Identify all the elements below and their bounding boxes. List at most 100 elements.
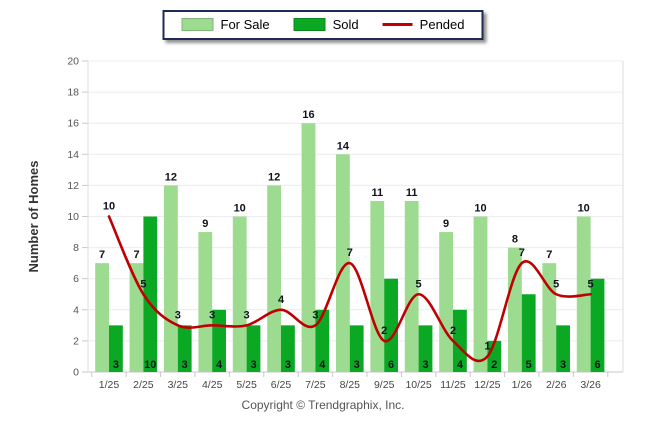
pended-value-label: 7	[347, 247, 353, 259]
for-sale-value-label: 16	[302, 109, 314, 121]
chart-legend: For Sale Sold Pended	[162, 10, 484, 40]
sold-value-label: 3	[113, 359, 119, 371]
bar-for-sale	[95, 263, 109, 372]
bar-for-sale	[164, 185, 178, 372]
pended-value-label: 3	[244, 309, 250, 321]
bar-sold	[521, 294, 536, 372]
pended-value-label: 3	[175, 309, 181, 321]
bar-sold	[418, 325, 433, 372]
x-tick-label: 2/26	[546, 379, 567, 391]
sold-value-label: 3	[285, 359, 291, 371]
pended-value-label: 2	[450, 325, 456, 337]
legend-label: Sold	[332, 17, 359, 32]
sold-value-label: 4	[457, 359, 464, 371]
pended-value-label: 5	[416, 278, 422, 290]
for-sale-value-label: 12	[165, 171, 177, 183]
bar-sold	[349, 325, 364, 372]
bar-for-sale	[198, 232, 213, 372]
for-sale-value-label: 10	[234, 203, 246, 215]
y-axis-title: Number of Homes	[26, 161, 41, 273]
bar-sold	[177, 325, 192, 372]
bar-sold	[590, 278, 605, 372]
bar-for-sale	[473, 216, 488, 372]
legend-item-sold: Sold	[293, 17, 359, 32]
for-sale-value-label: 12	[268, 171, 280, 183]
x-tick-label: 2/25	[133, 379, 154, 391]
sold-value-label: 3	[354, 359, 360, 371]
x-tick-label: 10/25	[405, 379, 431, 391]
bar-sold	[281, 325, 295, 372]
bar-for-sale	[232, 216, 247, 372]
bar-for-sale	[508, 247, 522, 372]
bar-sold	[453, 309, 467, 372]
for-sale-value-label: 10	[578, 203, 590, 215]
bar-for-sale	[301, 123, 316, 372]
x-tick-label: 4/25	[202, 379, 223, 391]
y-tick-label: 0	[73, 367, 79, 379]
bar-for-sale	[336, 154, 350, 372]
for-sale-value-label: 11	[406, 187, 418, 199]
pended-value-label: 5	[140, 278, 146, 290]
y-tick-label: 2	[73, 335, 79, 347]
y-tick-label: 14	[67, 149, 79, 161]
pended-value-label: 5	[553, 278, 559, 290]
bar-for-sale	[267, 185, 281, 372]
x-tick-label: 11/25	[440, 379, 466, 391]
pended-value-label: 3	[209, 309, 215, 321]
bar-sold	[315, 309, 330, 372]
bar-for-sale	[439, 232, 453, 372]
bar-sold	[109, 325, 123, 372]
bar-sold	[246, 325, 261, 372]
x-tick-label: 6/25	[271, 379, 292, 391]
pended-value-label: 1	[484, 340, 490, 352]
y-tick-label: 10	[67, 211, 79, 223]
for-sale-value-label: 9	[443, 218, 449, 230]
sold-value-label: 4	[216, 359, 223, 371]
for-sale-value-label: 14	[337, 140, 350, 152]
legend-swatch-bar	[293, 18, 326, 31]
sold-value-label: 6	[388, 359, 394, 371]
legend-item-for-sale: For Sale	[181, 17, 270, 32]
x-tick-label: 1/25	[99, 379, 120, 391]
copyright-text: Copyright © Trendgraphix, Inc.	[241, 398, 405, 412]
pended-value-label: 10	[103, 201, 115, 213]
legend-label: For Sale	[220, 17, 270, 32]
bar-for-sale	[370, 200, 385, 372]
for-sale-value-label: 8	[512, 234, 518, 246]
y-tick-label: 16	[67, 118, 79, 130]
pended-line	[107, 215, 592, 363]
sold-value-label: 6	[594, 359, 600, 371]
legend-item-pended: Pended	[382, 17, 465, 32]
bar-sold	[143, 216, 158, 372]
pended-value-label: 5	[588, 278, 594, 290]
sold-value-label: 10	[144, 359, 156, 371]
x-tick-label: 3/25	[168, 379, 189, 391]
pended-value-label: 7	[519, 247, 525, 259]
legend-label: Pended	[419, 17, 465, 32]
x-tick-label: 9/25	[374, 379, 395, 391]
bar-sold	[384, 278, 398, 372]
sold-value-label: 4	[319, 359, 326, 371]
x-tick-label: 7/25	[305, 379, 326, 391]
y-tick-label: 12	[67, 180, 79, 192]
sold-value-label: 5	[526, 359, 532, 371]
x-tick-label: 12/25	[474, 379, 500, 391]
pended-value-label: 4	[278, 294, 285, 306]
pended-value-label: 3	[312, 309, 318, 321]
for-sale-value-label: 7	[133, 249, 139, 261]
sold-value-label: 2	[491, 359, 497, 371]
legend-swatch-line	[382, 23, 413, 26]
for-sale-value-label: 7	[99, 249, 105, 261]
for-sale-value-label: 7	[546, 249, 552, 261]
legend-swatch-bar	[181, 18, 214, 31]
y-tick-label: 20	[67, 56, 79, 68]
for-sale-value-label: 10	[474, 203, 486, 215]
x-tick-label: 5/25	[236, 379, 257, 391]
sold-value-label: 3	[250, 359, 256, 371]
y-tick-label: 4	[73, 304, 79, 316]
sold-value-label: 3	[560, 359, 566, 371]
for-sale-value-label: 11	[371, 187, 383, 199]
pended-value-label: 2	[381, 325, 387, 337]
sold-value-label: 3	[422, 359, 428, 371]
